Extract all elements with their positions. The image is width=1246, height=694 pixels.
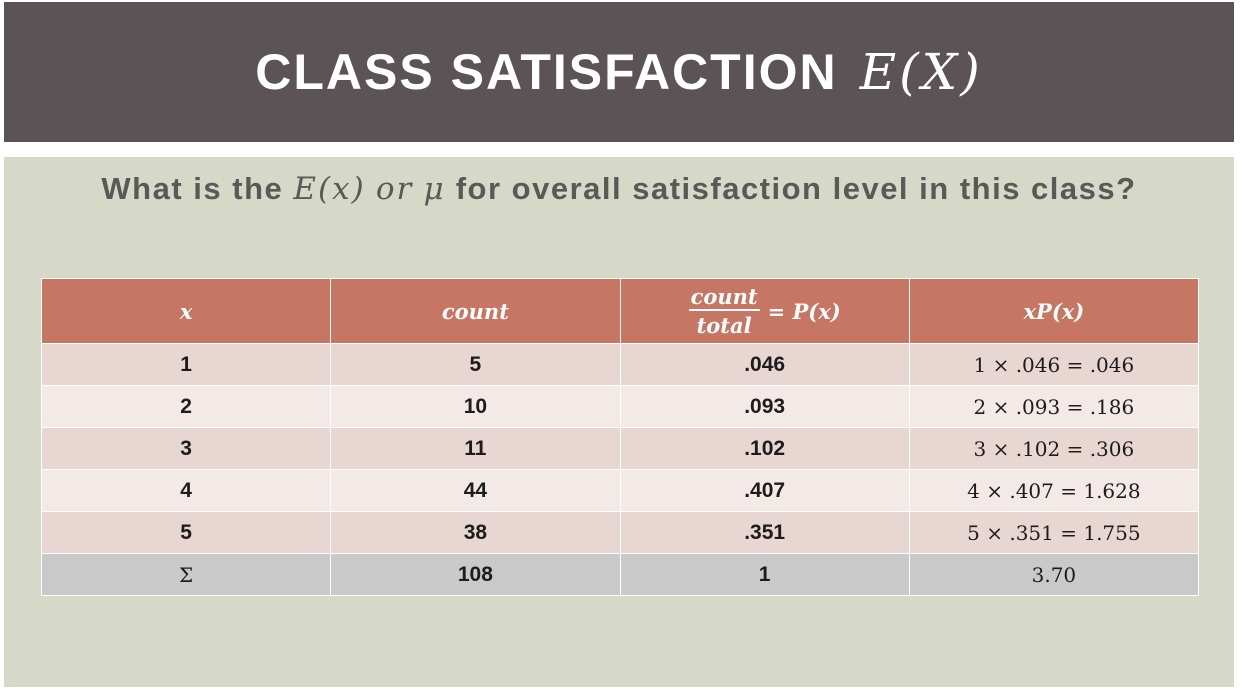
- slide-content: What is the E(x) or μ for overall satisf…: [4, 157, 1234, 687]
- cell-probability: .351: [619, 511, 910, 554]
- cell-x: 4: [40, 469, 332, 512]
- question: What is the E(x) or μ for overall satisf…: [4, 171, 1234, 207]
- question-prefix: What is the: [101, 171, 284, 206]
- fraction: count total: [688, 284, 760, 338]
- header-count: count: [330, 278, 621, 344]
- cell-count: 38: [330, 511, 621, 554]
- sum-row: Σ 108 1 3.70: [40, 553, 1200, 596]
- table-header-row: x count count total = P(x) xP(x): [40, 278, 1200, 344]
- cell-xpx: 2 × .093 = .186: [908, 385, 1200, 428]
- sum-symbol: Σ: [40, 553, 332, 596]
- cell-x: 5: [40, 511, 332, 554]
- question-mu: μ: [423, 171, 446, 207]
- cell-xpx: 5 × .351 = 1.755: [908, 511, 1200, 554]
- cell-x: 3: [40, 427, 332, 470]
- question-suffix: for overall satisfaction level in this c…: [455, 171, 1137, 206]
- cell-count: 11: [330, 427, 621, 470]
- header-probability: count total = P(x): [619, 278, 910, 344]
- cell-count: 10: [330, 385, 621, 428]
- cell-probability: .046: [619, 343, 910, 386]
- cell-xpx: 1 × .046 = .046: [908, 343, 1200, 386]
- cell-probability: .102: [619, 427, 910, 470]
- cell-xpx: 3 × .102 = .306: [908, 427, 1200, 470]
- sum-probability: 1: [619, 553, 910, 596]
- title-bar: CLASS SATISFACTION E(X): [4, 2, 1234, 142]
- cell-x: 2: [40, 385, 332, 428]
- table-row: 4 44 .407 4 × .407 = 1.628: [40, 469, 1200, 512]
- fraction-denominator: total: [696, 313, 752, 338]
- slide-title-math: E(X): [859, 43, 983, 101]
- cell-count: 44: [330, 469, 621, 512]
- header-x: x: [40, 278, 332, 344]
- cell-x: 1: [40, 343, 332, 386]
- expected-value-table: x count count total = P(x) xP(x) 1 5 .04…: [40, 278, 1200, 596]
- sum-xpx: 3.70: [908, 553, 1200, 596]
- cell-count: 5: [330, 343, 621, 386]
- cell-probability: .093: [619, 385, 910, 428]
- header-xpx: xP(x): [908, 278, 1200, 344]
- fraction-result: = P(x): [767, 298, 841, 324]
- cell-probability: .407: [619, 469, 910, 512]
- table-row: 5 38 .351 5 × .351 = 1.755: [40, 511, 1200, 554]
- table-row: 1 5 .046 1 × .046 = .046: [40, 343, 1200, 386]
- table-row: 3 11 .102 3 × .102 = .306: [40, 427, 1200, 470]
- cell-xpx: 4 × .407 = 1.628: [908, 469, 1200, 512]
- question-or: or: [375, 171, 414, 207]
- table-row: 2 10 .093 2 × .093 = .186: [40, 385, 1200, 428]
- question-ex: E(x): [293, 171, 366, 207]
- slide-title: CLASS SATISFACTION: [255, 44, 838, 100]
- sum-count: 108: [330, 553, 621, 596]
- fraction-numerator: count: [688, 284, 760, 311]
